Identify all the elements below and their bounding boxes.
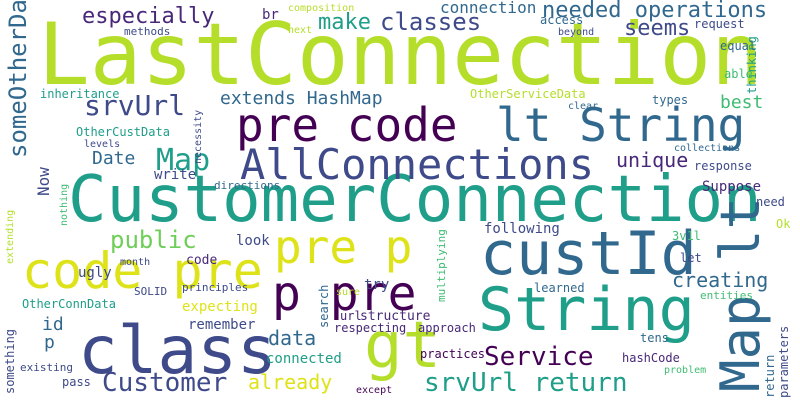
word-search: search [317, 284, 331, 328]
word-already: already [248, 370, 333, 394]
word-p: p [44, 332, 55, 353]
word-otherservicedata: OtherServiceData [470, 87, 586, 101]
word-look: look [236, 233, 270, 249]
word-public: public [110, 226, 197, 254]
word-types: types [652, 93, 689, 107]
word-ok: Ok [776, 217, 791, 231]
word-month: month [120, 257, 151, 268]
word-composition: composition [288, 3, 355, 14]
word-multiplying: multiplying [435, 229, 448, 302]
word-code: code [186, 253, 218, 268]
word-response: response [694, 159, 752, 173]
word-tens: tens [640, 331, 669, 345]
word-learned: learned [534, 281, 585, 295]
word-br: br [262, 7, 279, 23]
word-connected: connected [266, 351, 342, 367]
word-creating: creating [672, 268, 769, 292]
word-code-pre: code pre [22, 242, 263, 300]
word-allconnections: AllConnections [240, 140, 595, 189]
word-access: access [540, 13, 584, 27]
word-clear: clear [568, 101, 599, 112]
word-try: try [364, 277, 390, 293]
word-let: let [680, 251, 702, 265]
word-levels: levels [84, 139, 121, 150]
word-lt-string: lt String [496, 98, 746, 152]
word-now: Now [34, 167, 53, 196]
word-directions: directions [214, 179, 281, 192]
word-service: Service [484, 342, 594, 372]
word-something: something [3, 328, 17, 394]
word-date: Date [92, 148, 136, 169]
word-following: following [484, 221, 560, 237]
word-3v1l: 3v1l [672, 229, 701, 243]
word-string: String [478, 275, 695, 345]
word-write: write [154, 167, 197, 183]
word-solid: SOLID [134, 285, 168, 298]
word-pass: pass [62, 375, 91, 389]
word-collections: collections [674, 143, 741, 154]
word-principles: principles [182, 281, 249, 294]
word-data: data [268, 326, 317, 350]
word-equal: equal [720, 39, 757, 53]
word-structure: structure [360, 309, 431, 324]
word-remember: remember [188, 317, 256, 333]
word-srvurl: srvUrl [84, 89, 186, 122]
word-pre-p-large: pre p [274, 220, 413, 274]
word-othercustdata: OtherCustData [76, 125, 170, 139]
word-otherconndata: OtherConnData [22, 297, 116, 311]
word-parameters: parameters [777, 325, 791, 398]
word-classes: classes [380, 8, 482, 36]
word-expecting: expecting [182, 299, 258, 315]
word-suppose: Suppose [702, 179, 762, 195]
word-connection: connection [440, 0, 537, 17]
word-problem: problem [664, 365, 707, 376]
word-best: best [720, 92, 764, 113]
word-customerconnection: CustomerConnection [68, 163, 762, 237]
word-especially: especially [82, 4, 215, 29]
word-necessity: necessity [193, 109, 204, 164]
word-ugly: ugly [78, 265, 112, 281]
word-make: make [318, 10, 371, 35]
word-gt: gt [364, 309, 442, 383]
word-srvurl-return: srvUrl return [424, 368, 628, 398]
word-class: class [78, 312, 277, 389]
word-need: need [756, 195, 785, 209]
word-needed-operations: needed operations [542, 0, 768, 23]
word-someotherdata: someOtherData [4, 0, 32, 158]
word-unique: unique [616, 148, 689, 172]
word-custid: custId [480, 219, 697, 289]
word-url: url [340, 309, 362, 323]
word-methods: methods [124, 25, 171, 38]
word-seems: seems [624, 16, 691, 41]
word-inheritance: inheritance [40, 87, 120, 101]
word-sure: sure [336, 287, 361, 298]
word-next: next [288, 25, 313, 36]
word-entities: entities [700, 289, 753, 302]
word-p-pre: p pre [272, 266, 417, 322]
word-return: return [763, 354, 777, 398]
word-request: request [694, 17, 745, 31]
word-extending: extending [5, 209, 16, 264]
word-nothing: nothing [59, 183, 70, 226]
word-beyond: beyond [558, 27, 595, 38]
word-extends-hashmap: extends HashMap [220, 88, 383, 109]
word-existing: existing [20, 361, 73, 374]
word-respecting: respecting [334, 321, 407, 335]
word-customer: Customer [102, 368, 228, 398]
word-practices: practices [420, 347, 486, 361]
word-id: id [42, 314, 64, 335]
word-hashcode: hashCode [622, 351, 680, 365]
word-lastconnection: LastConnection [38, 5, 763, 105]
word-approach: approach [418, 321, 476, 335]
word-map: Map [156, 143, 211, 178]
word-pre-code: pre code [236, 98, 458, 152]
word-able: able [724, 67, 753, 81]
word-except: except [356, 385, 393, 396]
